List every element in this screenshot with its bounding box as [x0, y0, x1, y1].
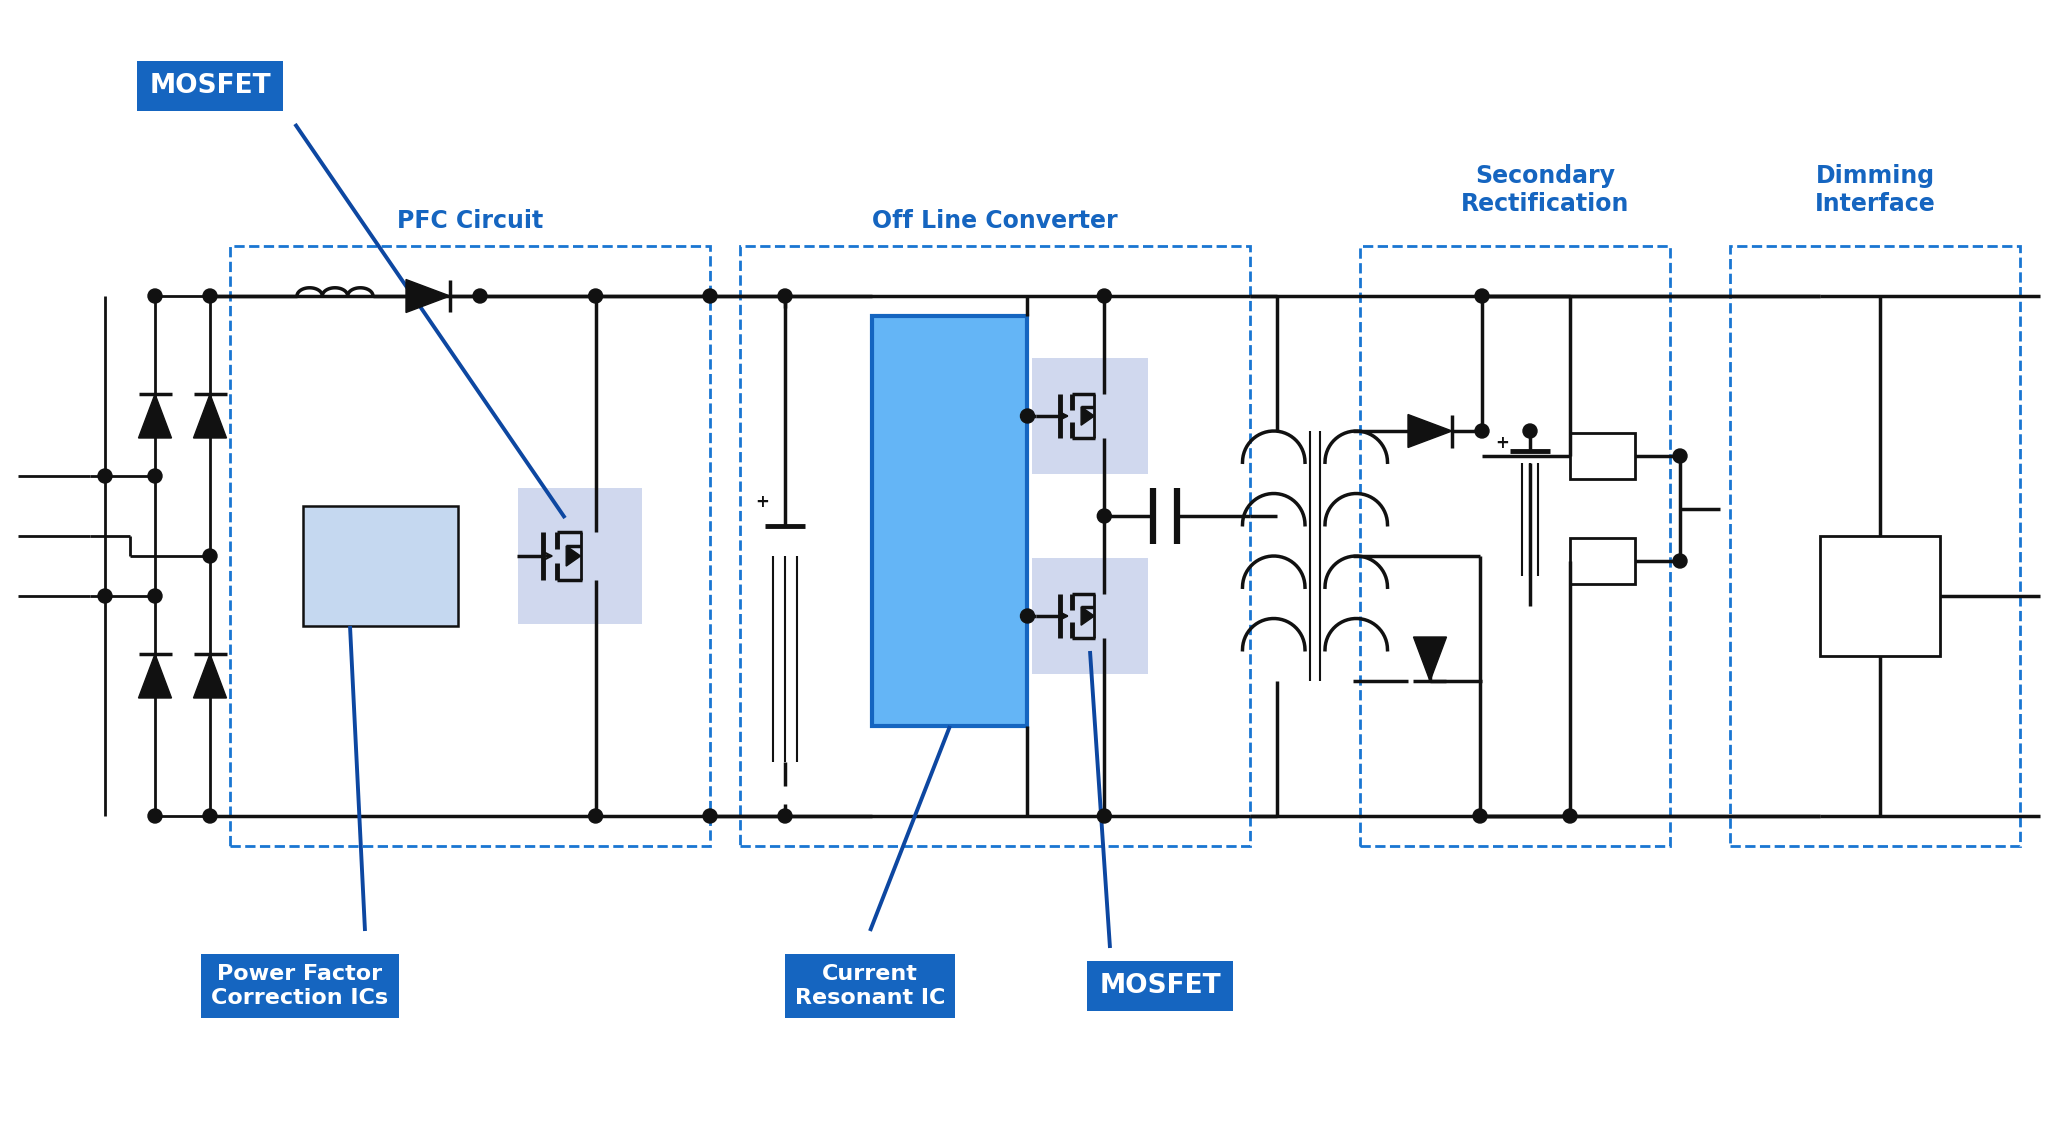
Text: Power Factor
Correction ICs: Power Factor Correction ICs [211, 965, 388, 1007]
Text: Dimming
Interface: Dimming Interface [1814, 164, 1936, 215]
Bar [1033, 358, 1149, 474]
Text: MOSFET: MOSFET [149, 73, 271, 99]
Text: +: + [1496, 434, 1508, 452]
Circle shape [1097, 809, 1112, 823]
Polygon shape [407, 280, 450, 313]
Circle shape [1475, 289, 1490, 303]
Bar [1033, 558, 1149, 674]
Circle shape [1564, 809, 1576, 823]
Circle shape [1473, 809, 1488, 823]
Circle shape [1673, 449, 1688, 463]
Circle shape [589, 289, 603, 303]
Circle shape [473, 289, 488, 303]
Circle shape [1097, 289, 1112, 303]
Text: +: + [754, 493, 769, 511]
Text: PFC Circuit: PFC Circuit [397, 209, 543, 233]
Circle shape [1523, 424, 1537, 438]
Circle shape [149, 469, 161, 482]
Text: Current
Resonant IC: Current Resonant IC [795, 965, 944, 1007]
Circle shape [1475, 424, 1490, 438]
Polygon shape [194, 654, 227, 698]
Circle shape [779, 809, 791, 823]
Polygon shape [1413, 637, 1446, 681]
Text: Off Line Converter: Off Line Converter [872, 209, 1118, 233]
Text: MOSFET: MOSFET [1099, 973, 1221, 999]
Bar [740, 246, 1250, 846]
Circle shape [149, 289, 161, 303]
Text: Secondary
Rectification: Secondary Rectification [1461, 164, 1630, 215]
Circle shape [779, 289, 791, 303]
Circle shape [1021, 409, 1035, 423]
Bar [519, 488, 643, 625]
Bar [229, 246, 711, 846]
Circle shape [1097, 509, 1112, 523]
Circle shape [702, 809, 717, 823]
Circle shape [202, 289, 217, 303]
Bar [1570, 433, 1634, 479]
Circle shape [1021, 609, 1035, 623]
Polygon shape [138, 654, 171, 698]
Polygon shape [1409, 415, 1452, 447]
Bar [1570, 537, 1634, 584]
Circle shape [149, 809, 161, 823]
Circle shape [149, 589, 161, 603]
Circle shape [589, 809, 603, 823]
Bar [1729, 246, 2021, 846]
Polygon shape [194, 394, 227, 438]
Polygon shape [1081, 407, 1095, 425]
Polygon shape [1081, 606, 1095, 626]
Circle shape [202, 809, 217, 823]
Polygon shape [138, 394, 171, 438]
Bar [302, 507, 457, 626]
Circle shape [97, 469, 112, 482]
Bar [1359, 246, 1669, 846]
Circle shape [702, 289, 717, 303]
Circle shape [1423, 652, 1438, 666]
Circle shape [1673, 554, 1688, 568]
Polygon shape [566, 545, 581, 566]
Circle shape [97, 589, 112, 603]
Circle shape [202, 549, 217, 563]
Bar [872, 316, 1027, 727]
Bar [1820, 536, 1940, 656]
